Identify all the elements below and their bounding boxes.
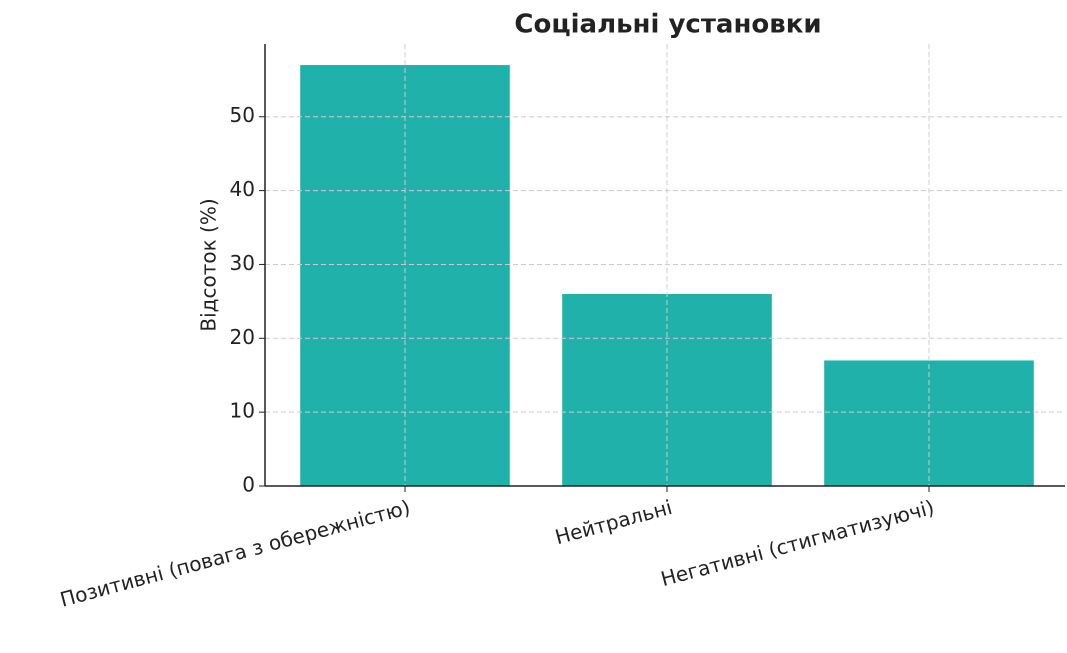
y-tick-label: 50 (230, 103, 255, 127)
y-tick-label: 40 (230, 177, 255, 201)
y-tick-label: 10 (230, 399, 255, 423)
x-tick-label: Позитивні (повага з обережністю) (57, 495, 412, 612)
x-tick-label: Нейтральні (552, 495, 674, 549)
chart-title: Соціальні установки (514, 10, 821, 40)
y-axis-label: Відсоток (%) (197, 198, 221, 331)
y-tick-label: 30 (230, 251, 255, 275)
y-tick-label: 20 (230, 325, 255, 349)
y-tick-label: 0 (242, 473, 255, 497)
x-tick-label: Негативні (стигматизуючі) (658, 495, 937, 591)
